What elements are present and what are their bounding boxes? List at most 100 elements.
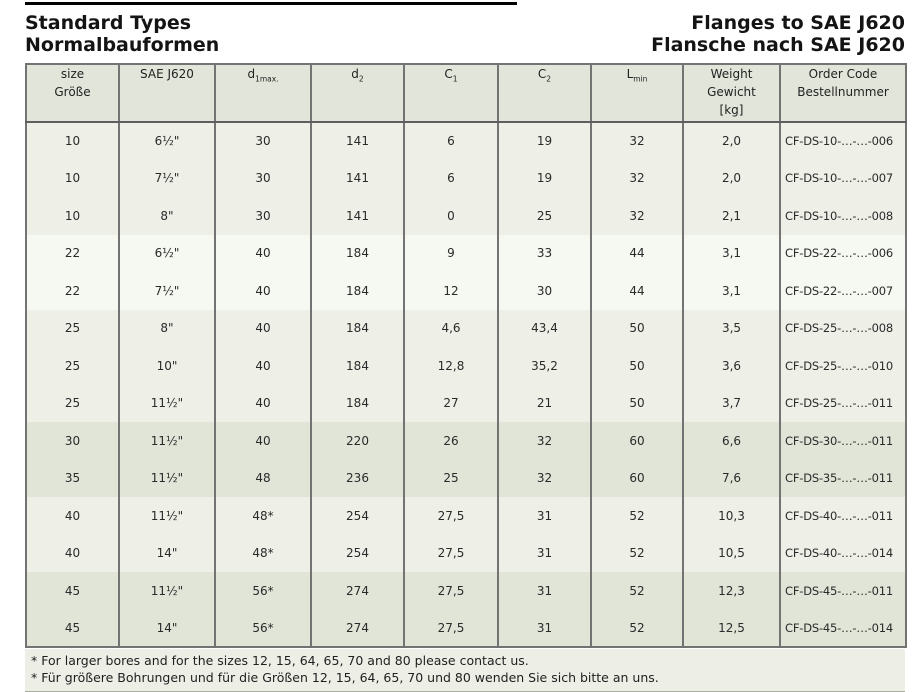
table-cell: 48* bbox=[214, 534, 311, 572]
table-cell: 35,2 bbox=[497, 347, 591, 385]
title-left-line1: Standard Types bbox=[25, 12, 192, 34]
table-cell: 11½" bbox=[118, 422, 215, 460]
table-cell: 14" bbox=[118, 534, 215, 572]
table-cell: 10 bbox=[64, 171, 81, 186]
title-right-line1: Flanges to SAE J620 bbox=[691, 12, 905, 34]
table-cell: 52 bbox=[590, 609, 683, 647]
table-cell: 3,5 bbox=[682, 309, 780, 347]
table-cell: 2,0 bbox=[682, 159, 780, 197]
table-cell: 11½" bbox=[118, 459, 215, 497]
column-header-d2: d2 bbox=[310, 64, 404, 123]
table-cell: 40 bbox=[214, 347, 311, 385]
table-cell: 3,1 bbox=[682, 234, 780, 272]
table-cell: 7½" bbox=[118, 159, 215, 197]
table-cell: 10 bbox=[64, 208, 81, 223]
table-cell: 21 bbox=[497, 384, 591, 422]
table-cell: 10,3 bbox=[682, 497, 780, 535]
flange-dimensions-table: size Größe SAE J620 d1max. d2 C1 C2 bbox=[25, 63, 907, 648]
table-cell: 8" bbox=[118, 309, 215, 347]
column-header-sae-j620: SAE J620 bbox=[118, 64, 215, 123]
table-cell: 60 bbox=[590, 422, 683, 460]
table-cell: 4,6 bbox=[403, 309, 498, 347]
column-header-lmin: Lmin bbox=[590, 64, 683, 123]
table-cell: 50 bbox=[590, 309, 683, 347]
table-row: 30 11½" 40 220 26 32 60 6,6 CF-DS-30-…-…-011 bbox=[26, 422, 906, 460]
table-cell: 22 bbox=[64, 246, 81, 261]
table-cell: 19 bbox=[497, 159, 591, 197]
table-cell: CF-DS-25-…-…-010 bbox=[779, 347, 906, 385]
page-title-left: Standard Types Normalbauformen bbox=[25, 12, 219, 56]
table-row: 10 7½" 30 141 6 19 32 2,0 CF-DS-10-…-…-007 bbox=[26, 159, 906, 197]
footnote-german: * Für größere Bohrungen und für die Größ… bbox=[31, 670, 659, 685]
table-cell: 30 bbox=[214, 159, 311, 197]
table-cell: 31 bbox=[497, 497, 591, 535]
table-cell: 40 bbox=[64, 508, 81, 523]
column-header-c1: C1 bbox=[403, 64, 498, 123]
table-cell: 12 bbox=[403, 272, 498, 310]
table-cell: 184 bbox=[310, 347, 404, 385]
table-cell: 40 bbox=[214, 234, 311, 272]
table-cell: 32 bbox=[590, 159, 683, 197]
title-right-line2: Flansche nach SAE J620 bbox=[651, 34, 905, 56]
table-cell: 6½" bbox=[118, 122, 215, 160]
table-cell: 25 bbox=[64, 358, 81, 373]
table-cell: 141 bbox=[310, 197, 404, 235]
table-cell: 184 bbox=[310, 384, 404, 422]
table-cell: 236 bbox=[310, 459, 404, 497]
table-cell: 7,6 bbox=[682, 459, 780, 497]
table-cell: 27,5 bbox=[403, 497, 498, 535]
table-cell: CF-DS-22-…-…-006 bbox=[779, 234, 906, 272]
table-cell: 50 bbox=[590, 347, 683, 385]
table-cell: 12,8 bbox=[403, 347, 498, 385]
footnote-english: * For larger bores and for the sizes 12,… bbox=[31, 653, 529, 668]
table-cell: 40 bbox=[214, 309, 311, 347]
table-cell: 6 bbox=[403, 159, 498, 197]
table-cell: 45 bbox=[64, 583, 81, 598]
table-cell: 141 bbox=[310, 159, 404, 197]
column-header-c2: C2 bbox=[497, 64, 591, 123]
column-header-weight: Weight Gewicht [kg] bbox=[682, 64, 780, 123]
table-cell: 25 bbox=[497, 197, 591, 235]
table-row: 40 11½" 48* 254 27,5 31 52 10,3 CF-DS-40-…-…-011 bbox=[26, 497, 906, 535]
table-cell: 32 bbox=[590, 122, 683, 160]
table-cell: 56* bbox=[214, 609, 311, 647]
column-header-d1max: d1max. bbox=[214, 64, 311, 123]
table-cell: 184 bbox=[310, 309, 404, 347]
table-cell: 60 bbox=[590, 459, 683, 497]
table-cell: 31 bbox=[497, 609, 591, 647]
table-cell: CF-DS-40-…-…-014 bbox=[779, 534, 906, 572]
table-cell: 11½" bbox=[118, 572, 215, 610]
table-cell: 25 bbox=[64, 321, 81, 336]
column-header-order-code: Order Code Bestellnummer bbox=[779, 64, 906, 123]
table-cell: 254 bbox=[310, 534, 404, 572]
table-cell: CF-DS-45-…-…-011 bbox=[779, 572, 906, 610]
table-cell: 2,1 bbox=[682, 197, 780, 235]
table-cell: 32 bbox=[590, 197, 683, 235]
table-cell: 27,5 bbox=[403, 534, 498, 572]
table-cell: 0 bbox=[403, 197, 498, 235]
table-row: 22 6½" 40 184 9 33 44 3,1 CF-DS-22-…-…-006 bbox=[26, 234, 906, 272]
footnotes-section: * For larger bores and for the sizes 12,… bbox=[25, 649, 905, 692]
table-cell: 25 bbox=[403, 459, 498, 497]
top-divider bbox=[25, 2, 517, 5]
table-cell: 19 bbox=[497, 122, 591, 160]
table-cell: 6 bbox=[403, 122, 498, 160]
table-cell: 11½" bbox=[118, 497, 215, 535]
table-cell: 44 bbox=[590, 234, 683, 272]
table-cell: 26 bbox=[403, 422, 498, 460]
table-cell: 3,6 bbox=[682, 347, 780, 385]
table-cell: CF-DS-10-…-…-008 bbox=[779, 197, 906, 235]
table-cell: 30 bbox=[214, 197, 311, 235]
table-cell: CF-DS-10-…-…-007 bbox=[779, 159, 906, 197]
table-cell: 35 bbox=[64, 471, 81, 486]
table-cell: 184 bbox=[310, 272, 404, 310]
table-cell: 11½" bbox=[118, 384, 215, 422]
table-cell: 30 bbox=[497, 272, 591, 310]
table-cell: 56* bbox=[214, 572, 311, 610]
table-cell: 220 bbox=[310, 422, 404, 460]
table-cell: 31 bbox=[497, 572, 591, 610]
table-cell: 32 bbox=[497, 422, 591, 460]
table-cell: 32 bbox=[497, 459, 591, 497]
table-cell: 22 bbox=[64, 283, 81, 298]
table-cell: 43,4 bbox=[497, 309, 591, 347]
